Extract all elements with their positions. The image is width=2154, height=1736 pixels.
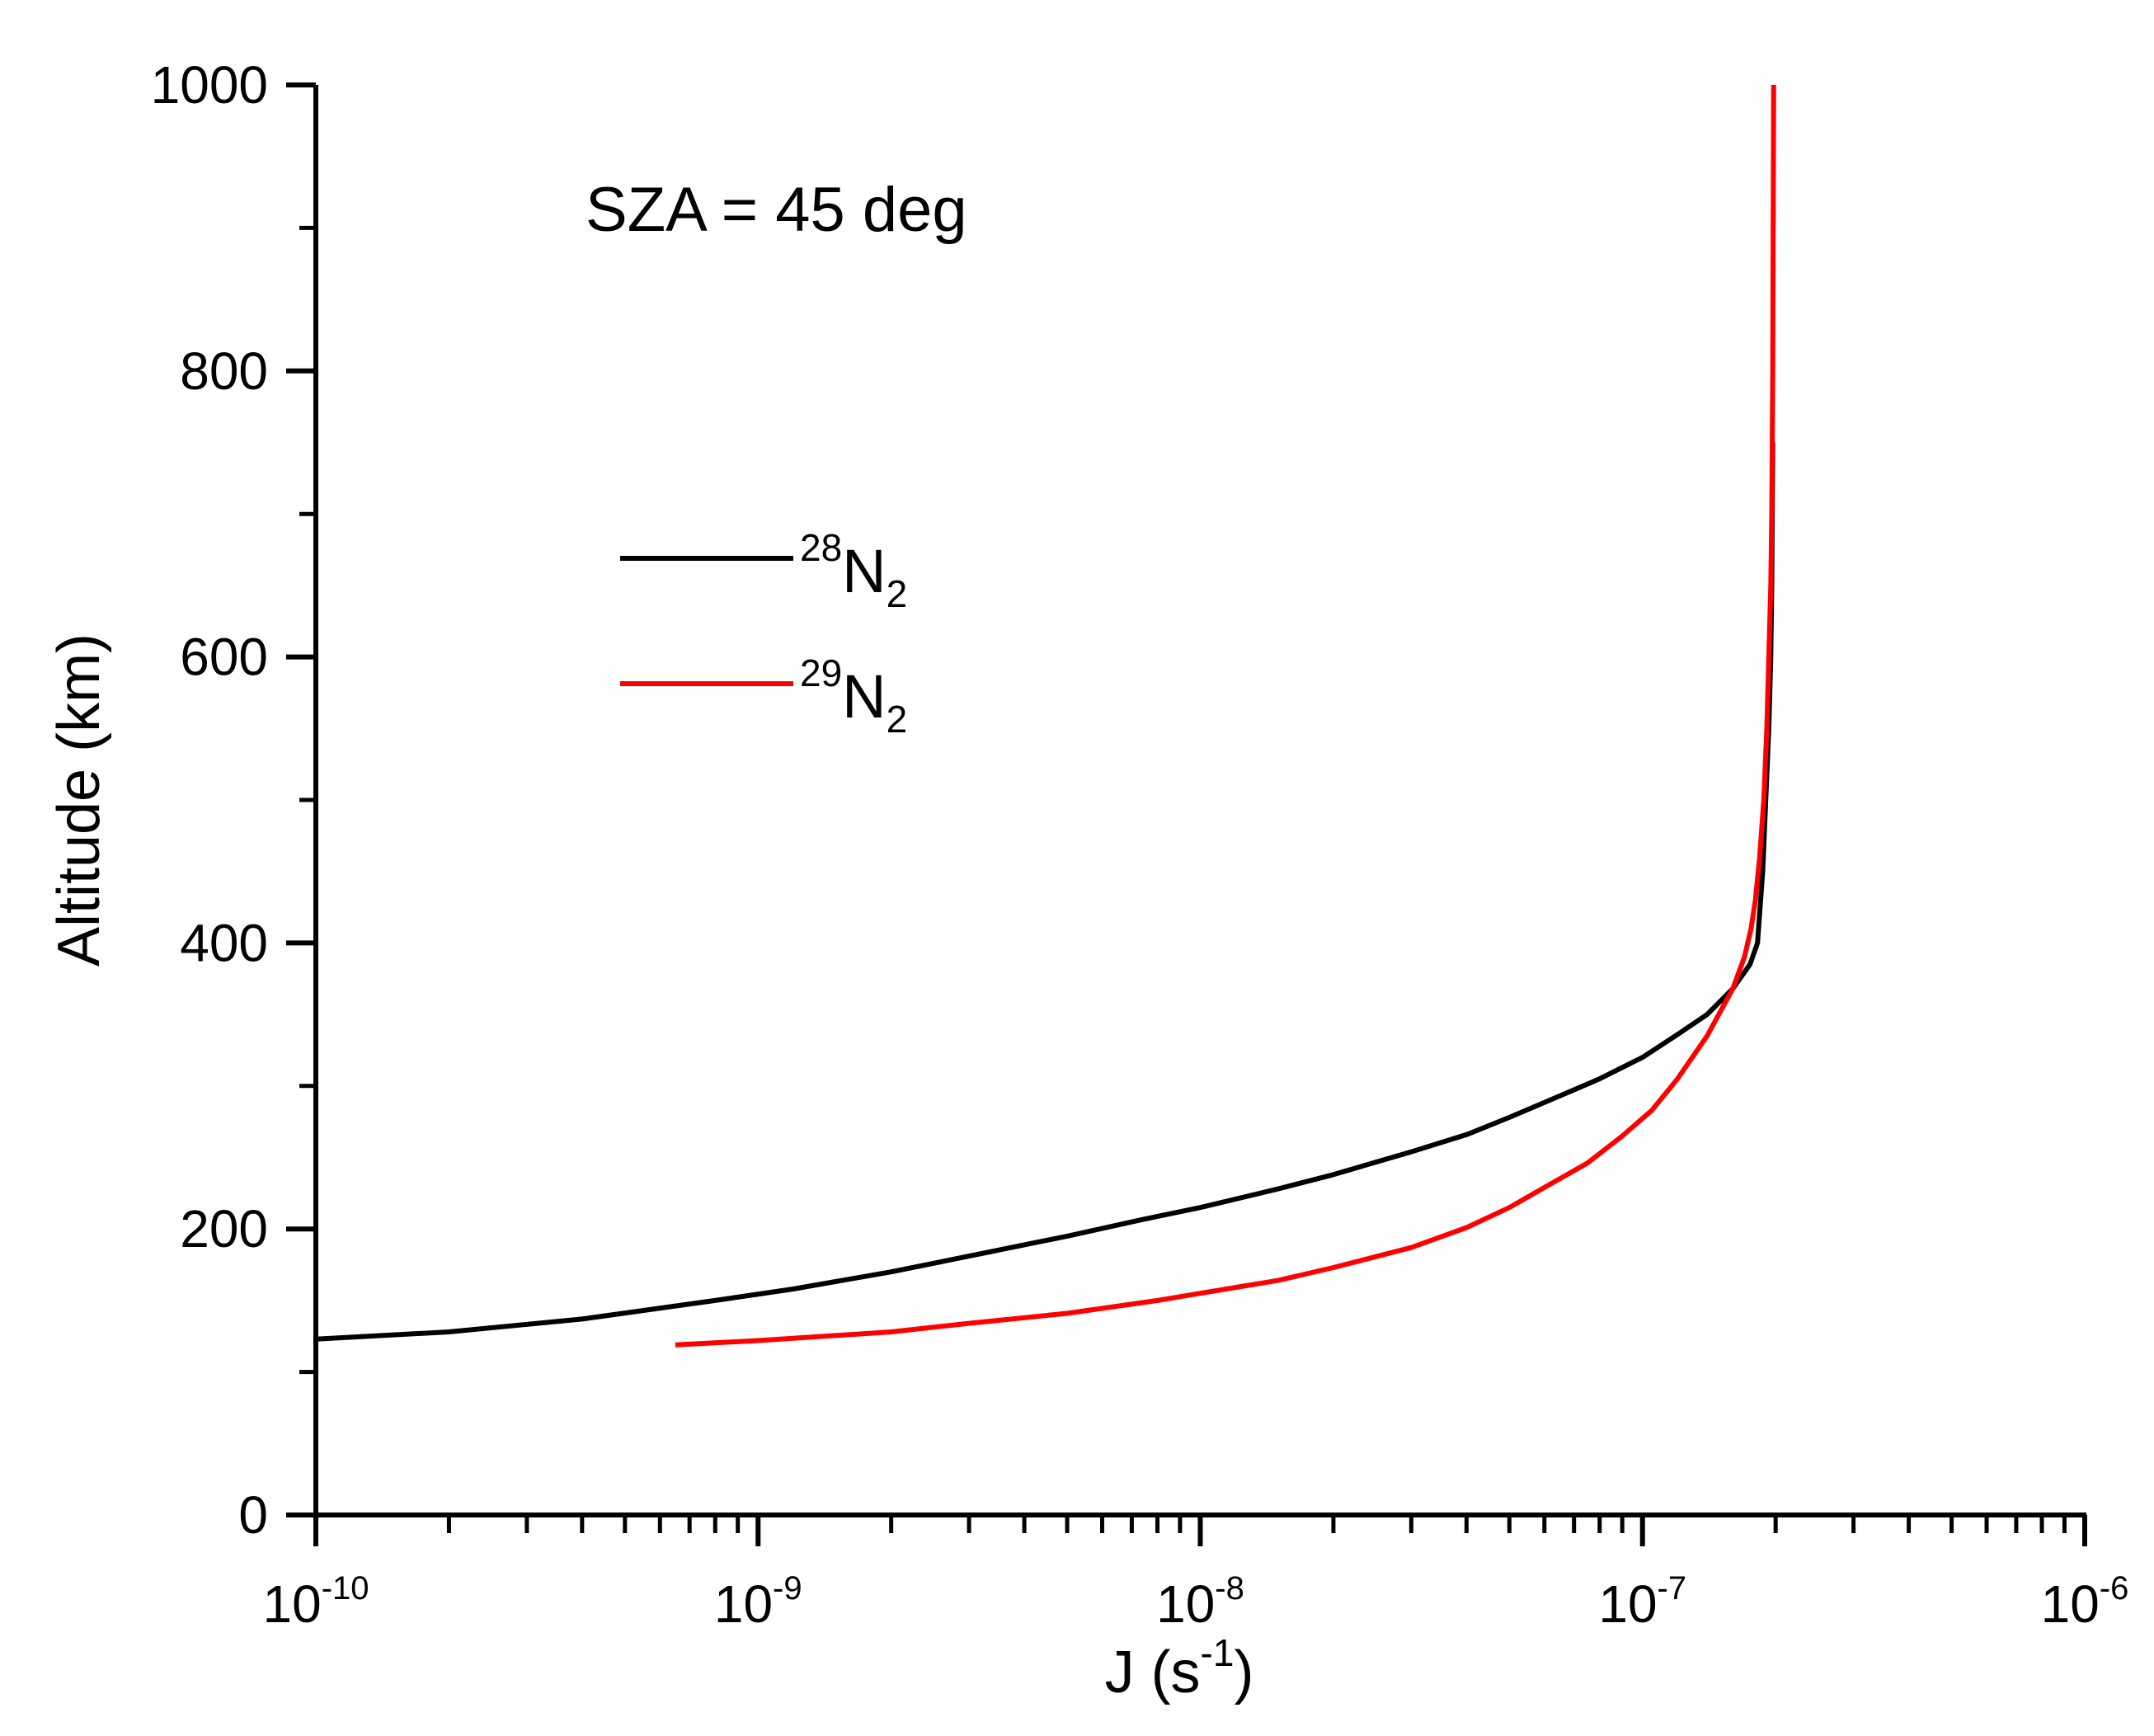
x-tick-label: 10-9	[714, 1570, 802, 1634]
legend-label-28n2: 28N2	[800, 526, 907, 615]
major-ticks	[286, 82, 2087, 1546]
x-tick-labels: 10-10 10-9 10-8 10-7 10-6	[263, 1570, 2129, 1634]
x-tick-label: 10-8	[1156, 1570, 1244, 1634]
x-axis-title: J (s-1)	[1105, 1631, 1254, 1705]
legend: 28N2 29N2	[620, 526, 907, 741]
x-tick-label: 10-10	[263, 1570, 369, 1634]
x-tick-label: 10-7	[1598, 1570, 1686, 1634]
y-tick-label: 0	[238, 1485, 268, 1545]
y-axis-title: Altitude (km)	[46, 633, 112, 967]
x-tick-label: 10-6	[2041, 1570, 2129, 1634]
legend-label-29n2: 29N2	[800, 652, 907, 741]
y-tick-label: 400	[180, 913, 268, 972]
y-tick-label: 1000	[151, 55, 268, 115]
y-tick-label: 600	[180, 628, 268, 687]
annotation-text: SZA = 45 deg	[586, 175, 967, 245]
series-line-29n2	[675, 84, 1776, 1348]
y-tick-label: 200	[180, 1199, 268, 1258]
y-tick-label: 800	[180, 341, 268, 401]
y-tick-labels: 0 200 400 600 800 1000	[151, 55, 268, 1545]
minor-ticks	[299, 225, 2067, 1533]
series-lines	[315, 84, 1776, 1348]
series-line-28n2	[315, 442, 1775, 1342]
